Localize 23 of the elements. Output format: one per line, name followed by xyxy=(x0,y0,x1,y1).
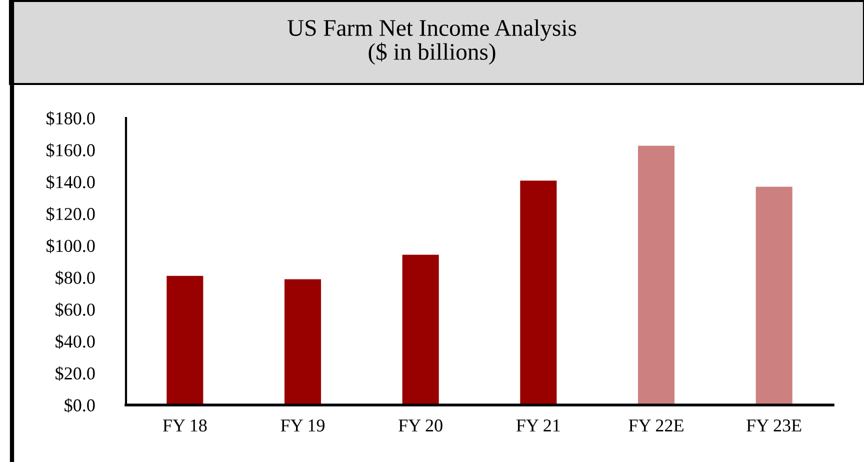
y-tick-label: $80.0 xyxy=(56,270,95,286)
y-tick-label: $160.0 xyxy=(46,143,95,158)
y-tick-label: $0.0 xyxy=(64,398,95,413)
bar xyxy=(756,186,792,405)
y-tick-label: $20.0 xyxy=(56,366,95,381)
y-tick-label: $140.0 xyxy=(46,174,95,190)
bar xyxy=(520,180,557,405)
x-tick-label: FY 23E xyxy=(746,419,802,432)
bar xyxy=(166,276,204,405)
x-tick-label: FY 22E xyxy=(628,419,684,432)
chart-title: US Farm Net Income Analysis ($ in billions) xyxy=(288,19,576,65)
x-tick-label: FY 21 xyxy=(516,419,560,432)
y-tick-label: $40.0 xyxy=(56,334,95,349)
y-tick-label: $180.0 xyxy=(46,111,95,126)
y-tick-label: $60.0 xyxy=(56,302,95,317)
x-tick-label: FY 20 xyxy=(398,419,442,432)
y-tick-label: $100.0 xyxy=(46,238,95,254)
bar xyxy=(402,254,439,405)
x-tick-label: FY 19 xyxy=(280,419,324,432)
x-tick-label: FY 18 xyxy=(162,419,207,432)
bar xyxy=(638,146,675,405)
y-tick-label: $120.0 xyxy=(46,206,95,222)
bar xyxy=(284,279,322,405)
